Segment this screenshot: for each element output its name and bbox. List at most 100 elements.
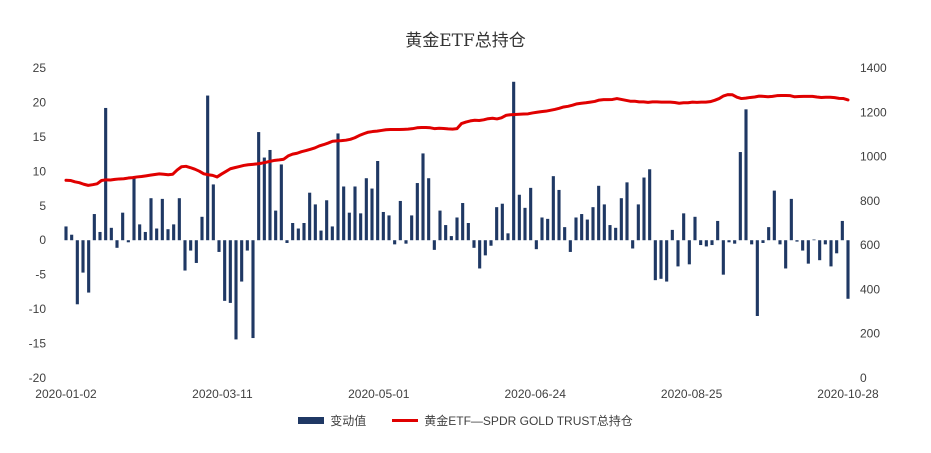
bar [761,240,765,243]
right-tick-label: 600 [860,238,880,252]
bar [478,240,482,269]
bar [325,200,329,241]
bar [126,240,130,243]
bar [427,178,431,241]
bar [285,240,289,243]
bar [387,215,391,241]
bar [585,219,589,241]
left-y-axis: 25 20 15 10 5 0 -5 -10 -15 -20 [29,61,47,385]
bar [398,200,402,241]
legend-label-bars: 变动值 [330,414,367,428]
bar [449,236,453,241]
bar [359,213,363,241]
bar [149,198,153,241]
bar [121,212,125,241]
x-tick-label: 2020-06-24 [505,387,567,401]
bar [778,240,782,245]
bar [302,223,306,241]
bar [591,207,595,241]
bar [115,240,119,248]
bar [523,207,527,241]
bar [529,187,533,241]
bar [636,204,640,241]
left-tick-label: 25 [33,61,47,75]
bar [257,132,261,241]
bar [597,185,601,241]
bar [421,153,425,241]
bar [580,214,584,241]
bar [245,240,249,251]
bar [370,188,374,241]
bar [619,198,623,241]
bar [614,227,618,241]
bar [461,203,465,241]
bar [132,176,136,241]
bar [444,225,448,241]
right-y-axis: 1400 1200 1000 800 600 400 200 0 [860,61,887,385]
bar [211,184,215,241]
left-tick-label: -10 [29,302,47,316]
bar [138,224,142,241]
bar [104,107,108,241]
bar [568,240,572,252]
bar [415,183,419,241]
holdings-line [64,93,850,187]
right-tick-label: 1200 [860,105,887,119]
bar [70,234,74,241]
bar [206,95,210,241]
bar [319,230,323,241]
left-tick-label: 20 [33,95,47,109]
bar [829,240,833,267]
bar [534,240,538,250]
bar [835,240,839,254]
x-tick-label: 2020-03-11 [192,387,253,401]
bar [155,228,159,241]
bar [251,240,255,339]
bar [489,240,493,246]
bar [704,240,708,247]
bar [455,217,459,241]
bar [631,240,635,249]
bar [393,240,397,245]
bar-series [64,81,850,340]
bar [472,240,476,248]
bar [693,216,697,241]
left-tick-label: -5 [35,268,46,282]
bar [87,240,91,293]
bar [364,178,368,241]
bar [733,240,737,244]
bar [727,240,731,243]
left-tick-label: -20 [29,371,47,385]
bar [279,164,283,241]
bar [551,176,555,241]
bar [376,161,380,241]
x-tick-label: 2020-08-25 [661,387,723,401]
bar [143,231,147,241]
bar [574,217,578,241]
legend-label-line: 黄金ETF—SPDR GOLD TRUST总持仓 [424,414,633,428]
bar [466,223,470,241]
bar [183,240,187,271]
bar [200,216,204,241]
bar [336,133,340,241]
legend-swatch-bars [298,417,325,424]
x-tick-label: 2020-01-02 [35,387,97,401]
right-tick-label: 800 [860,194,880,208]
bar [347,212,351,241]
bar [483,240,487,256]
bar [217,240,221,252]
bar [64,226,68,241]
bar [665,240,669,282]
bar [557,189,561,241]
bar [721,240,725,275]
left-tick-label: 5 [39,199,46,213]
bar [687,240,691,265]
bar [234,240,238,340]
bar [755,240,759,316]
bar [682,213,686,241]
right-tick-label: 1000 [860,150,887,164]
bar [291,223,295,241]
legend: 变动值 黄金ETF—SPDR GOLD TRUST总持仓 [0,412,931,429]
bar [512,81,516,241]
